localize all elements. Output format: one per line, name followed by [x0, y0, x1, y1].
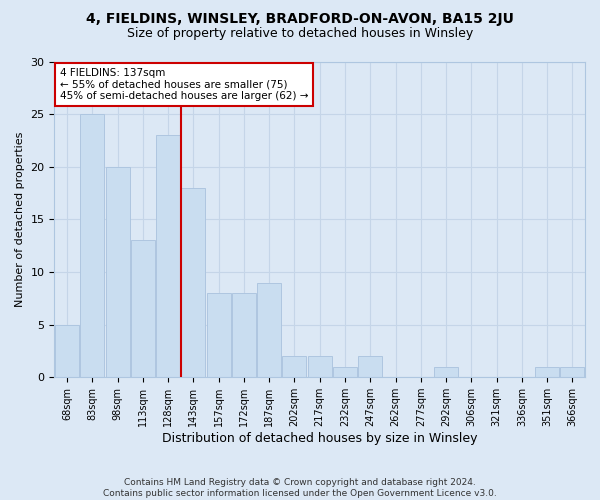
Bar [131, 240, 155, 377]
Bar [434, 366, 458, 377]
Bar [535, 366, 559, 377]
Bar [80, 114, 104, 377]
Bar [560, 366, 584, 377]
Bar [308, 356, 332, 377]
Bar [106, 166, 130, 377]
Bar [232, 293, 256, 377]
Bar [283, 356, 307, 377]
Y-axis label: Number of detached properties: Number of detached properties [15, 132, 25, 307]
X-axis label: Distribution of detached houses by size in Winsley: Distribution of detached houses by size … [162, 432, 478, 445]
Text: 4, FIELDINS, WINSLEY, BRADFORD-ON-AVON, BA15 2JU: 4, FIELDINS, WINSLEY, BRADFORD-ON-AVON, … [86, 12, 514, 26]
Bar [55, 324, 79, 377]
Bar [181, 188, 205, 377]
Text: Contains HM Land Registry data © Crown copyright and database right 2024.
Contai: Contains HM Land Registry data © Crown c… [103, 478, 497, 498]
Bar [358, 356, 382, 377]
Text: Size of property relative to detached houses in Winsley: Size of property relative to detached ho… [127, 28, 473, 40]
Bar [156, 135, 180, 377]
Bar [206, 293, 230, 377]
Text: 4 FIELDINS: 137sqm
← 55% of detached houses are smaller (75)
45% of semi-detache: 4 FIELDINS: 137sqm ← 55% of detached hou… [60, 68, 308, 101]
Bar [257, 282, 281, 377]
Bar [333, 366, 357, 377]
